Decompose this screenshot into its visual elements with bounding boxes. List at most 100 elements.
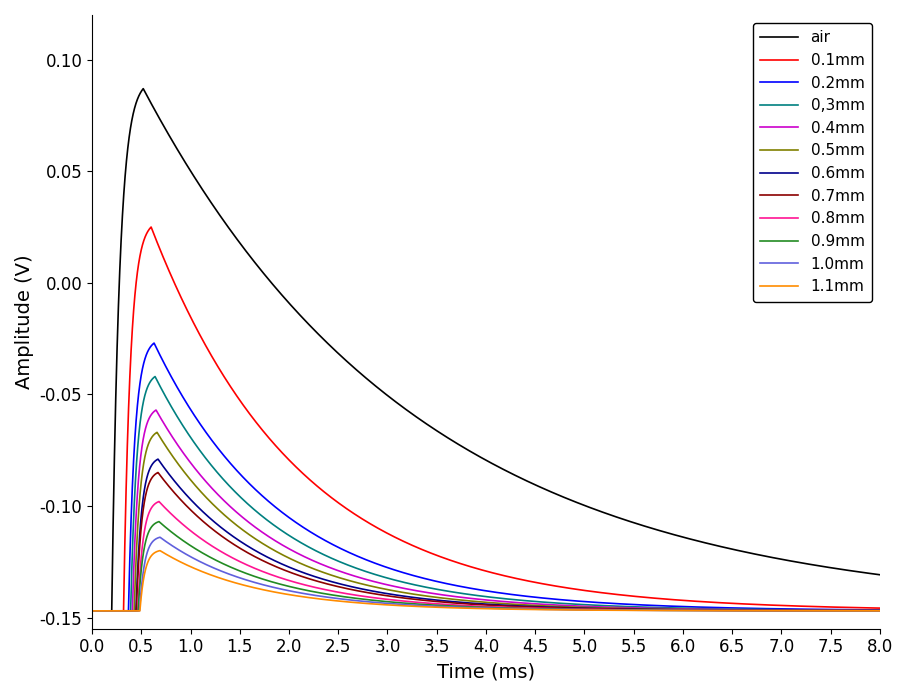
0.6mm bbox=[133, 539, 144, 547]
0.9mm bbox=[242, 569, 252, 578]
0.9mm bbox=[119, 607, 130, 615]
air bbox=[86, 607, 97, 615]
0.6mm bbox=[90, 607, 101, 615]
0.5mm bbox=[86, 607, 97, 615]
0,3mm bbox=[133, 427, 144, 436]
1.1mm bbox=[133, 607, 144, 615]
0.5mm bbox=[119, 607, 130, 615]
1.0mm bbox=[154, 533, 165, 541]
0,3mm bbox=[119, 607, 130, 615]
Y-axis label: Amplitude (V): Amplitude (V) bbox=[15, 255, 34, 389]
0.2mm bbox=[833, 606, 844, 614]
1.1mm bbox=[242, 582, 252, 590]
air bbox=[90, 607, 101, 615]
Line: air: air bbox=[92, 88, 880, 611]
0.7mm bbox=[242, 548, 252, 556]
1.1mm bbox=[90, 607, 101, 615]
0.9mm bbox=[133, 590, 144, 599]
0.1mm bbox=[874, 604, 885, 612]
Legend: air, 0.1mm, 0.2mm, 0,3mm, 0.4mm, 0.5mm, 0.6mm, 0.7mm, 0.8mm, 0.9mm, 1.0mm, 1.1mm: air, 0.1mm, 0.2mm, 0,3mm, 0.4mm, 0.5mm, … bbox=[753, 23, 873, 302]
0.5mm bbox=[874, 606, 885, 615]
0.7mm bbox=[472, 601, 483, 609]
0.7mm bbox=[833, 606, 844, 615]
0.1mm bbox=[242, 406, 252, 414]
0.5mm bbox=[472, 597, 483, 606]
X-axis label: Time (ms): Time (ms) bbox=[437, 662, 535, 681]
0.9mm bbox=[833, 607, 844, 615]
0.9mm bbox=[153, 517, 164, 525]
1.1mm bbox=[86, 607, 97, 615]
0.8mm bbox=[153, 498, 164, 506]
0.7mm bbox=[153, 468, 163, 477]
0.7mm bbox=[86, 607, 97, 615]
air bbox=[138, 84, 149, 93]
1.1mm bbox=[154, 546, 165, 555]
1.0mm bbox=[242, 576, 252, 584]
Line: 1.0mm: 1.0mm bbox=[92, 537, 880, 611]
0.8mm bbox=[86, 607, 97, 615]
0.2mm bbox=[90, 607, 101, 615]
0.4mm bbox=[119, 607, 130, 615]
Line: 0.5mm: 0.5mm bbox=[92, 432, 880, 611]
1.1mm bbox=[472, 604, 483, 612]
0,3mm bbox=[833, 606, 844, 615]
1.0mm bbox=[90, 607, 101, 615]
0.2mm bbox=[874, 606, 885, 614]
1.0mm bbox=[874, 607, 885, 615]
0,3mm bbox=[874, 606, 885, 615]
0.2mm bbox=[86, 607, 97, 615]
0.5mm bbox=[833, 606, 844, 615]
air bbox=[472, 451, 483, 459]
Line: 0.6mm: 0.6mm bbox=[92, 459, 880, 611]
0.8mm bbox=[874, 607, 885, 615]
1.0mm bbox=[86, 607, 97, 615]
0.5mm bbox=[152, 428, 163, 436]
0,3mm bbox=[150, 372, 161, 381]
0.8mm bbox=[472, 602, 483, 610]
0.6mm bbox=[242, 541, 252, 550]
0.7mm bbox=[874, 606, 885, 615]
0.4mm bbox=[472, 595, 483, 603]
1.1mm bbox=[874, 607, 885, 615]
0.1mm bbox=[472, 564, 483, 573]
0.2mm bbox=[149, 339, 160, 347]
0.1mm bbox=[86, 607, 97, 615]
0.6mm bbox=[874, 606, 885, 615]
0.1mm bbox=[119, 548, 130, 557]
0.7mm bbox=[90, 607, 101, 615]
0.4mm bbox=[833, 606, 844, 615]
air bbox=[133, 91, 144, 100]
0.5mm bbox=[133, 501, 144, 509]
air bbox=[119, 178, 130, 187]
0.9mm bbox=[874, 607, 885, 615]
air bbox=[242, 248, 252, 256]
1.0mm bbox=[472, 603, 483, 612]
0.4mm bbox=[86, 607, 97, 615]
0.4mm bbox=[874, 606, 885, 615]
0.9mm bbox=[472, 603, 483, 611]
0,3mm bbox=[86, 607, 97, 615]
Line: 0.7mm: 0.7mm bbox=[92, 473, 880, 611]
1.0mm bbox=[833, 607, 844, 615]
Line: 0,3mm: 0,3mm bbox=[92, 377, 880, 611]
Line: 1.1mm: 1.1mm bbox=[92, 551, 880, 611]
0.4mm bbox=[133, 468, 144, 476]
air bbox=[833, 564, 844, 573]
0.8mm bbox=[133, 580, 144, 589]
0.8mm bbox=[119, 607, 130, 615]
0.4mm bbox=[242, 516, 252, 525]
0.9mm bbox=[86, 607, 97, 615]
0.6mm bbox=[119, 607, 130, 615]
0.7mm bbox=[119, 607, 130, 615]
0.9mm bbox=[90, 607, 101, 615]
Line: 0.9mm: 0.9mm bbox=[92, 521, 880, 611]
Line: 0.1mm: 0.1mm bbox=[92, 227, 880, 611]
0.5mm bbox=[242, 528, 252, 537]
0.8mm bbox=[90, 607, 101, 615]
0.5mm bbox=[90, 607, 101, 615]
Line: 0.2mm: 0.2mm bbox=[92, 343, 880, 611]
0,3mm bbox=[242, 498, 252, 507]
0.1mm bbox=[145, 223, 156, 231]
Line: 0.4mm: 0.4mm bbox=[92, 410, 880, 611]
1.0mm bbox=[119, 607, 130, 615]
